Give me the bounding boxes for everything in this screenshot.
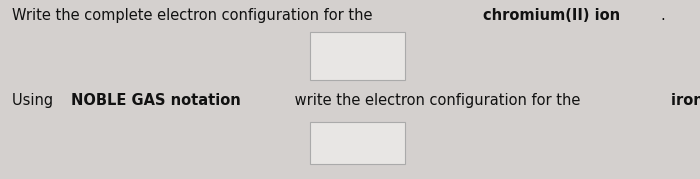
Text: iron(II) ion: iron(II) ion [671,93,700,108]
Text: Write the complete electron configuration for the: Write the complete electron configuratio… [12,8,377,23]
Text: write the electron configuration for the: write the electron configuration for the [290,93,585,108]
Bar [310,122,405,164]
Bar [310,32,405,80]
Text: .: . [660,8,665,23]
Text: chromium(II) ion: chromium(II) ion [483,8,620,23]
Text: Using: Using [12,93,57,108]
Text: NOBLE GAS notation: NOBLE GAS notation [71,93,241,108]
